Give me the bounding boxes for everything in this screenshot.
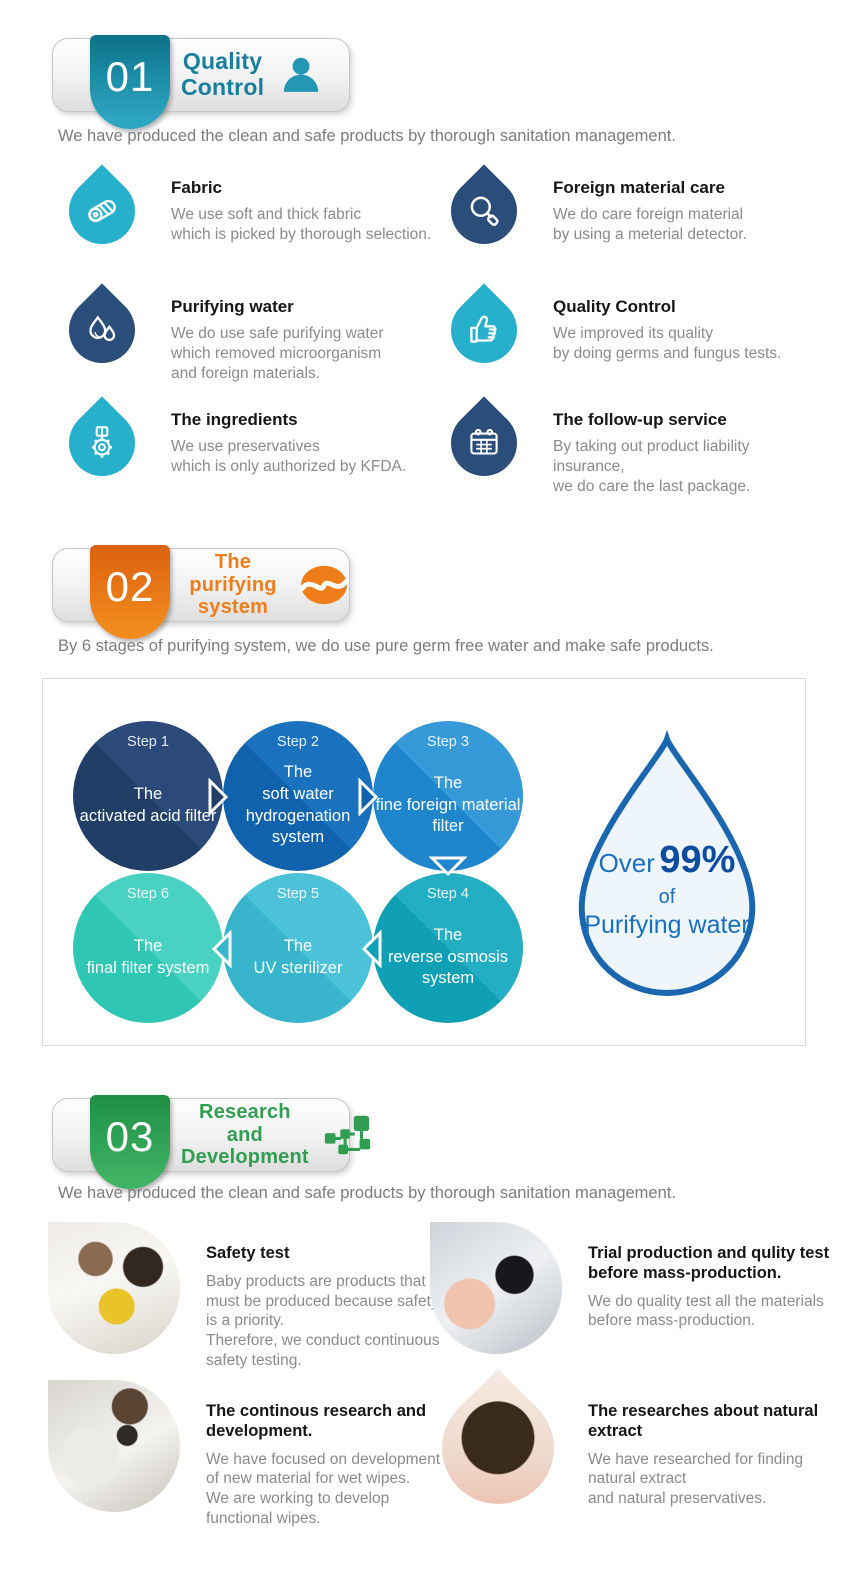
percent-value: 99% <box>659 839 736 882</box>
section-03-number: 03 <box>105 1113 155 1160</box>
section-02-number: 02 <box>105 563 155 610</box>
arrow-down-icon <box>429 856 467 877</box>
list-item: Quality Control We improved its quality … <box>437 283 822 379</box>
item-body: We improved its quality by doing germs a… <box>553 325 782 362</box>
section-01-subtitle: We have produced the clean and safe prod… <box>58 127 676 145</box>
step-3-circle: Step 3 The fine foreign material filter <box>373 721 523 871</box>
section-03-title: Research and Development <box>181 1101 309 1169</box>
step-label: Step 5 <box>277 886 319 902</box>
step-4-circle: Step 4 The reverse osmosis system <box>373 873 523 1023</box>
arrow-right-icon <box>358 778 379 816</box>
section-02-ribbon: 02 <box>90 545 170 639</box>
water-drop-outline-icon <box>578 729 756 996</box>
step-title: The final filter system <box>86 936 210 977</box>
list-item: The continous research and development. … <box>48 1380 506 1529</box>
step-title: The UV sterilizer <box>253 936 343 977</box>
section-01-header: Quality Control 01 <box>52 35 352 133</box>
researcher-microscope-photo <box>48 1380 188 1520</box>
section-01-ribbon: 01 <box>90 35 170 129</box>
arrow-left-icon <box>361 930 382 968</box>
item-body: By taking out product liability insuranc… <box>553 438 751 495</box>
item-title: The follow-up service <box>553 410 727 429</box>
lab-safety-test-photo <box>48 1222 188 1362</box>
item-title: Purifying water <box>171 297 294 316</box>
seedling-hands-photo <box>418 1368 578 1528</box>
item-title: Trial production and qulity test before … <box>588 1244 830 1282</box>
step-5-circle: Step 5 The UV sterilizer <box>223 873 373 1023</box>
step-title: The activated acid filter <box>79 784 217 825</box>
step-label: Step 6 <box>127 886 169 902</box>
item-title: Foreign material care <box>553 178 725 197</box>
over-label: Over <box>598 848 655 879</box>
item-title: The continous research and development. <box>206 1402 427 1440</box>
item-body: We have researched for finding natural e… <box>588 1450 804 1508</box>
list-item: The ingredients We use preservatives whi… <box>55 396 440 492</box>
network-icon <box>323 1113 373 1157</box>
microscope-hand-photo <box>430 1222 570 1362</box>
purifying-water-text: Over 99% of Purifying water <box>548 837 786 941</box>
section-02-title: The purifying system <box>189 551 277 619</box>
swirl-leaf-icon <box>299 564 349 606</box>
step-label: Step 1 <box>127 734 169 750</box>
item-title: Fabric <box>171 178 223 197</box>
drop-shape <box>55 283 149 379</box>
item-title: The researches about natural extract <box>588 1402 819 1440</box>
drop-shape <box>437 396 531 492</box>
drop-shape <box>437 164 531 260</box>
medal-icon <box>55 396 149 490</box>
item-body: We do use safe purifying water which rem… <box>171 325 384 382</box>
step-label: Step 2 <box>277 734 319 750</box>
step-2-circle: Step 2 The soft water hydrogenation syst… <box>223 721 373 871</box>
person-icon <box>278 52 324 98</box>
section-02-header: The purifying system 02 <box>52 545 352 643</box>
section-03-header: Research and Development 03 <box>52 1095 370 1193</box>
item-body: We do care foreign material by using a m… <box>553 206 747 243</box>
arrow-left-icon <box>211 930 232 968</box>
section-03-subtitle: We have produced the clean and safe prod… <box>58 1184 676 1202</box>
item-body: Baby products are products that must be … <box>206 1272 440 1370</box>
list-item: The follow-up service By taking out prod… <box>437 396 822 496</box>
arrow-right-icon <box>208 778 229 816</box>
item-title: The ingredients <box>171 410 298 429</box>
step-title: The soft water hydrogenation system <box>245 762 351 847</box>
purifying-water-label: Purifying water <box>584 910 750 939</box>
item-title: Quality Control <box>553 297 676 316</box>
section-01-title: Quality Control <box>181 48 265 100</box>
section-03-ribbon: 03 <box>90 1095 170 1189</box>
drop-shape <box>437 283 531 379</box>
item-body: We use preservatives which is only autho… <box>171 438 407 475</box>
step-label: Step 3 <box>427 734 469 750</box>
drop-shape <box>55 164 149 260</box>
step-1-circle: Step 1 The activated acid filter <box>73 721 223 871</box>
item-body: We do quality test all the materials bef… <box>588 1292 824 1330</box>
thumbs-up-icon <box>437 283 531 377</box>
step-title: The reverse osmosis system <box>387 925 509 988</box>
item-body: We use soft and thick fabric which is pi… <box>171 206 432 243</box>
list-item: The researches about natural extract We … <box>418 1368 850 1528</box>
step-6-circle: Step 6 The final filter system <box>73 873 223 1023</box>
item-title: Safety test <box>206 1244 290 1262</box>
water-drops-icon <box>55 283 149 377</box>
step-label: Step 4 <box>427 886 469 902</box>
fabric-roll-icon <box>55 164 149 258</box>
of-label: of <box>658 885 676 908</box>
item-body: We have focused on development of new ma… <box>206 1450 441 1528</box>
section-02-subtitle: By 6 stages of purifying system, we do u… <box>58 637 714 655</box>
purifying-water-drop: Over 99% of Purifying water <box>548 729 786 1021</box>
magnifier-icon <box>437 164 531 258</box>
section-01-number: 01 <box>105 53 155 100</box>
list-item: Safety test Baby products are products t… <box>48 1222 491 1371</box>
list-item: Trial production and qulity test before … <box>430 1222 850 1362</box>
purifying-system-diagram: Step 1 The activated acid filter Step 2 … <box>42 678 806 1046</box>
step-title: The fine foreign material filter <box>375 773 521 836</box>
list-item: Foreign material care We do care foreign… <box>437 164 822 260</box>
list-item: Fabric We use soft and thick fabric whic… <box>55 164 440 260</box>
list-item: Purifying water We do use safe purifying… <box>55 283 440 383</box>
section-02-pill: The purifying system <box>52 548 350 622</box>
calendar-icon <box>437 396 531 490</box>
drop-shape <box>55 396 149 492</box>
